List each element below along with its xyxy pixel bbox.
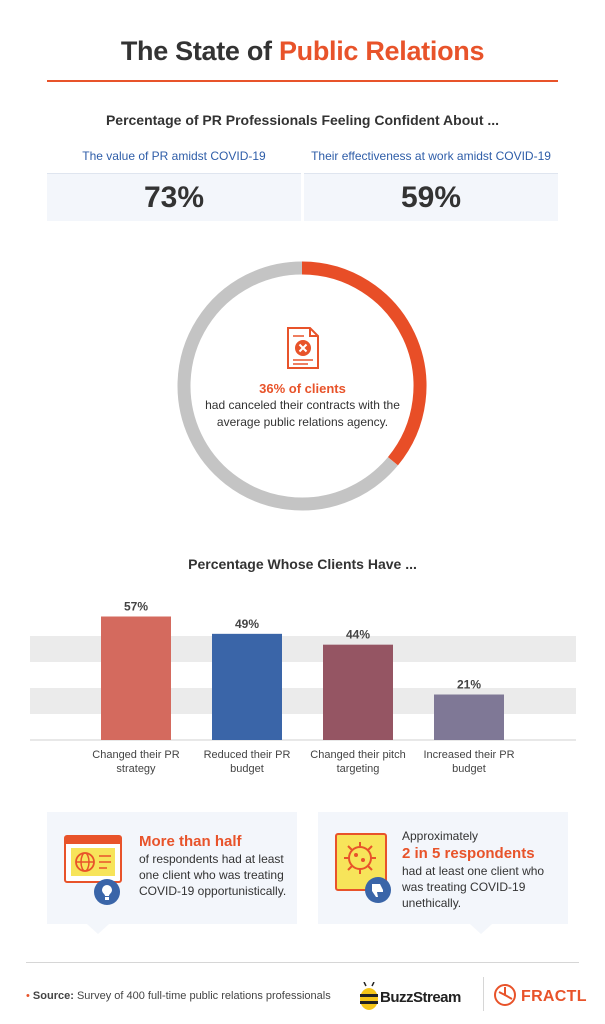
- stat-value-effectiveness: 59%: [304, 173, 558, 221]
- bar-chart-title: Percentage Whose Clients Have ...: [188, 556, 417, 572]
- title-prefix: The State of: [120, 36, 272, 66]
- confidence-heading: Percentage of PR Professionals Feeling C…: [105, 112, 500, 128]
- stat-label-effectiveness: Their effectiveness at work amidst COVID…: [311, 149, 551, 163]
- bar-value-label: 49%: [235, 617, 259, 631]
- donut-highlight: 36% of clients: [259, 381, 346, 396]
- stat-label-value-of-pr: The value of PR amidst COVID-19: [82, 149, 266, 163]
- bullet-icon: •: [26, 990, 30, 1002]
- logo-divider: [483, 977, 484, 1011]
- fractl-logo-icon: [494, 984, 516, 1006]
- bar-value-label: 44%: [346, 628, 370, 642]
- donut-description: had canceled their contracts with the av…: [205, 398, 400, 429]
- virus-thumbs-down-icon: [335, 833, 391, 903]
- bar-3: [323, 644, 393, 740]
- footer-divider: [26, 962, 579, 963]
- donut-chart: [177, 261, 427, 511]
- card-pointer: [87, 924, 109, 934]
- category-label: Increased their PR budget: [423, 749, 514, 775]
- bar-1: [101, 616, 171, 740]
- category-label: Changed their pitch targeting: [310, 749, 405, 775]
- category-label: Changed their PR strategy: [92, 749, 179, 775]
- bar-value-label: 57%: [124, 600, 148, 614]
- card-text-opportunistic: of respondents had at least one client w…: [139, 852, 287, 898]
- donut-slice-canceled: [301, 261, 427, 466]
- card-text-unethical: had at least one client who was treating…: [402, 864, 545, 910]
- canceled-contract-icon: [286, 327, 319, 369]
- globe-lightbulb-icon: [64, 835, 122, 905]
- title-accent: Public Relations: [278, 36, 485, 66]
- buzzstream-bee-icon: [360, 982, 378, 1010]
- title-divider: [47, 80, 558, 82]
- source-note: • Source: Survey of 400 full-time public…: [26, 990, 331, 1002]
- bar-2: [212, 633, 282, 740]
- fractl-logo: FRACTL: [521, 988, 587, 1005]
- opportunistic-card: More than half of respondents had at lea…: [47, 812, 297, 934]
- source-label: Source:: [32, 990, 74, 1002]
- buzzstream-logo: BuzzStream: [380, 989, 461, 1006]
- card-pointer: [470, 924, 492, 934]
- bar-4: [434, 694, 504, 740]
- donut-slice-other: [177, 261, 398, 511]
- card-pre-approximately: Approximately: [402, 829, 479, 843]
- category-label: Reduced their PR budget: [204, 749, 291, 775]
- source-text: Survey of 400 full-time public relations…: [76, 990, 331, 1002]
- page-title: The State of Public Relations: [0, 36, 605, 67]
- bar-chart: 57% 49% 44% 21% Changed their PR strategy Red…: [30, 600, 576, 775]
- unethical-card: Approximately 2 in 5 respondents had at …: [318, 812, 568, 934]
- card-highlight-more-than-half: More than half: [139, 833, 242, 850]
- card-highlight-2-in-5: 2 in 5 respondents: [402, 845, 535, 862]
- donut-callout: 36% of clients had canceled their contra…: [200, 326, 405, 431]
- stat-value-value-of-pr: 73%: [47, 173, 301, 221]
- bar-value-label: 21%: [457, 678, 481, 692]
